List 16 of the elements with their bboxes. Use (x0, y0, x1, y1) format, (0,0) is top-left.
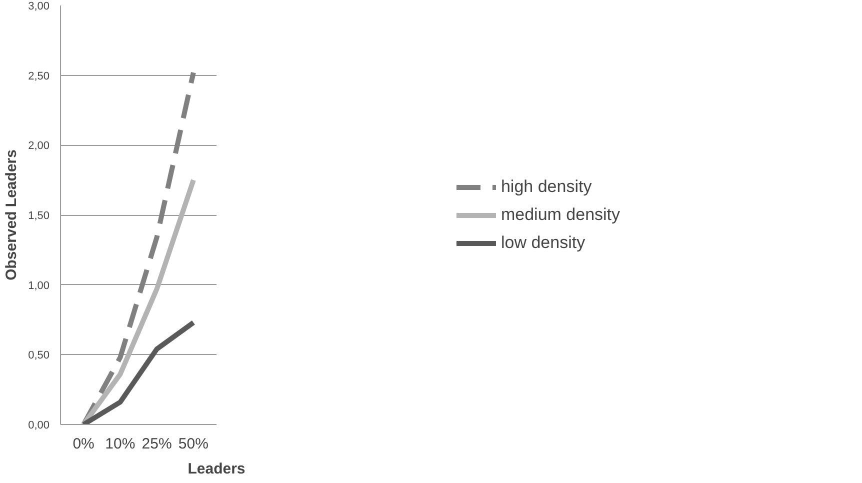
y-axis-title: Observed Leaders (3, 150, 20, 280)
y-tick-label: 3,00 (28, 0, 50, 12)
y-tick-label: 2,00 (28, 140, 50, 152)
x-axis-title: Leaders (188, 460, 246, 478)
x-tick-label: 0% (72, 436, 94, 452)
legend-label: high density (500, 176, 592, 196)
y-tick-label: 0,00 (28, 420, 50, 432)
y-tick-label: 1,00 (28, 280, 50, 292)
legend-label: medium density (500, 204, 620, 224)
x-tick-label: 50% (178, 436, 208, 452)
legend-label: low density (500, 232, 586, 252)
y-tick-label: 1,50 (28, 210, 50, 222)
x-tick-label: 25% (142, 436, 172, 452)
y-tick-label: 0,50 (28, 350, 50, 362)
x-tick-label: 10% (105, 436, 136, 452)
y-tick-label: 2,50 (28, 70, 50, 82)
